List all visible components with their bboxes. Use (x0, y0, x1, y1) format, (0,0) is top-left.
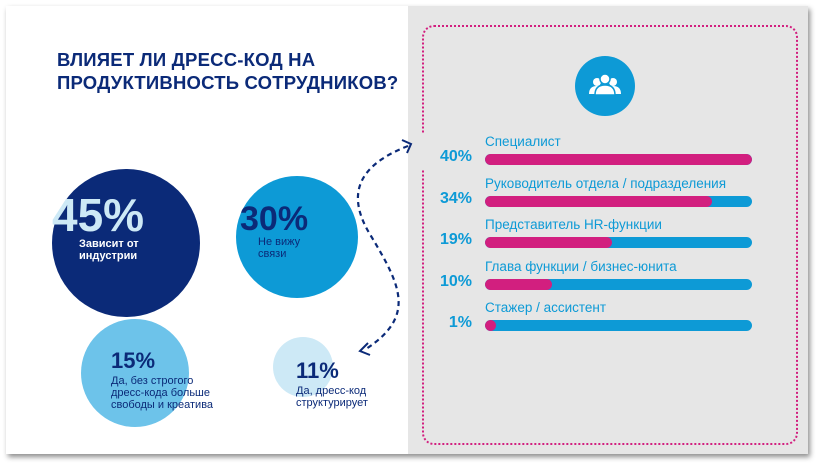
bubble-15-label: Да, без строгого дресс-кода больше свободы… (111, 375, 214, 411)
bar-value-label: 34% (439, 189, 472, 207)
infographic: ВЛИЯЕТ ЛИ ДРЕСС-КОД НА ПРОДУКТИВНОСТЬ СО… (6, 6, 808, 454)
bar-value-label: 40% (439, 148, 472, 165)
bar-label: Руководитель отдела / подразделения (485, 175, 727, 191)
dashed-arrow-connector (356, 139, 413, 356)
bar-label: Стажер / ассистент (485, 300, 607, 315)
bar-track (485, 320, 752, 331)
bubble-45 (52, 169, 200, 317)
people-group-icon (575, 56, 635, 116)
bar-label: Специалист (485, 134, 561, 149)
bar (485, 320, 496, 331)
bar-label: Глава функции / бизнес-юнита (485, 258, 677, 274)
bubble-11-label: Да, дресс-код структурирует (296, 385, 368, 409)
bar (485, 237, 612, 248)
frame-gap (416, 134, 430, 170)
arrow-head-left (358, 342, 371, 356)
bubble-15 (81, 319, 189, 427)
bar-track (485, 278, 752, 290)
page-title: ВЛИЯЕТ ЛИ ДРЕСС-КОД НА ПРОДУКТИВНОСТЬ СО… (57, 48, 398, 94)
bar-value-label: 10% (439, 272, 472, 290)
bar-label: Представитель HR-функции (485, 217, 662, 232)
bar-track (485, 237, 752, 248)
bubble-30-label: Не вижу связи (258, 236, 301, 260)
bubble-30-pct: 30% (240, 200, 309, 238)
bubble-45-pct: 45% (52, 189, 145, 241)
bubble-30 (236, 176, 358, 298)
bubble-15-pct: 15% (111, 348, 156, 373)
bubble-11-pct: 11% (296, 358, 339, 383)
bar-value-label: 1% (448, 314, 472, 331)
bar-track (485, 154, 752, 165)
bar (485, 154, 752, 165)
bar-value-label: 19% (439, 231, 472, 248)
bubble-45-label: Зависит от индустрии (79, 238, 139, 262)
bar (485, 278, 552, 290)
dotted-frame (422, 25, 798, 445)
bar (485, 195, 712, 207)
arrow-head-up (401, 139, 413, 154)
bar-track (485, 195, 752, 207)
title-line-2: ПРОДУКТИВНОСТЬ СОТРУДНИКОВ? (57, 72, 399, 93)
bubble-11 (273, 337, 333, 397)
title-line-1: ВЛИЯЕТ ЛИ ДРЕСС-КОД НА (57, 49, 316, 70)
